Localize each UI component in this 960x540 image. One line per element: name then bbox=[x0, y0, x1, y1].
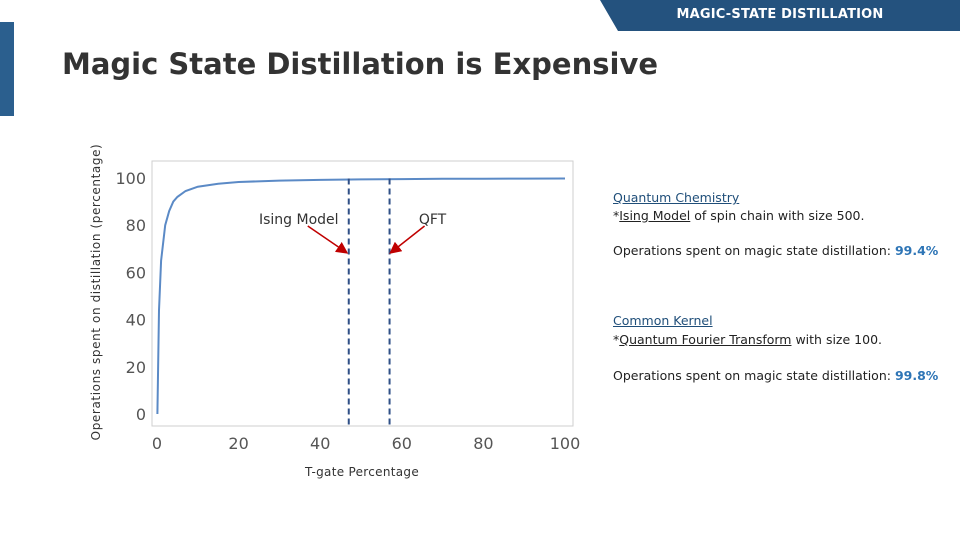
x-tick-label: 80 bbox=[473, 434, 493, 453]
marker-label: QFT bbox=[419, 212, 447, 228]
x-tick-label: 0 bbox=[152, 434, 162, 453]
y-tick-label: 20 bbox=[126, 358, 146, 377]
x-tick-label: 40 bbox=[310, 434, 330, 453]
x-axis-label: T-gate Percentage bbox=[304, 465, 420, 479]
x-tick-label: 100 bbox=[550, 434, 581, 453]
ising-model-link[interactable]: Ising Model bbox=[619, 208, 691, 223]
x-tick-label: 60 bbox=[392, 434, 412, 453]
y-tick-label: 40 bbox=[126, 311, 146, 330]
qft-link[interactable]: Quantum Fourier Transform bbox=[619, 332, 792, 347]
section-tab: MAGIC-STATE DISTILLATION bbox=[600, 0, 960, 31]
y-tick-label: 80 bbox=[126, 216, 146, 235]
marker-arrow bbox=[307, 225, 349, 254]
stat-value-kernel: 99.8% bbox=[894, 368, 939, 383]
x-tick-label: 20 bbox=[228, 434, 248, 453]
info-line-chemistry: *Ising Model of spin chain with size 500… bbox=[613, 208, 865, 223]
y-tick-label: 60 bbox=[126, 263, 146, 282]
info-heading-chemistry: Quantum Chemistry bbox=[613, 190, 740, 205]
y-axis-label: Operations spent on distillation (percen… bbox=[89, 143, 103, 441]
series-line bbox=[156, 177, 566, 415]
section-tab-label: MAGIC-STATE DISTILLATION bbox=[676, 7, 884, 22]
info-stat-chemistry: Operations spent on magic state distilla… bbox=[613, 243, 939, 258]
accent-bar bbox=[0, 22, 14, 116]
info-heading-kernel: Common Kernel bbox=[613, 313, 713, 328]
info-line-kernel: *Quantum Fourier Transform with size 100… bbox=[613, 332, 882, 347]
y-tick-label: 100 bbox=[115, 169, 146, 188]
stat-value-chemistry: 99.4% bbox=[894, 243, 939, 258]
marker-label: Ising Model bbox=[259, 212, 339, 228]
page-title: Magic State Distillation is Expensive bbox=[62, 47, 659, 81]
y-tick-label: 0 bbox=[136, 405, 146, 424]
info-stat-kernel: Operations spent on magic state distilla… bbox=[613, 368, 939, 383]
plot-frame bbox=[151, 160, 574, 427]
marker-arrow bbox=[389, 225, 426, 254]
